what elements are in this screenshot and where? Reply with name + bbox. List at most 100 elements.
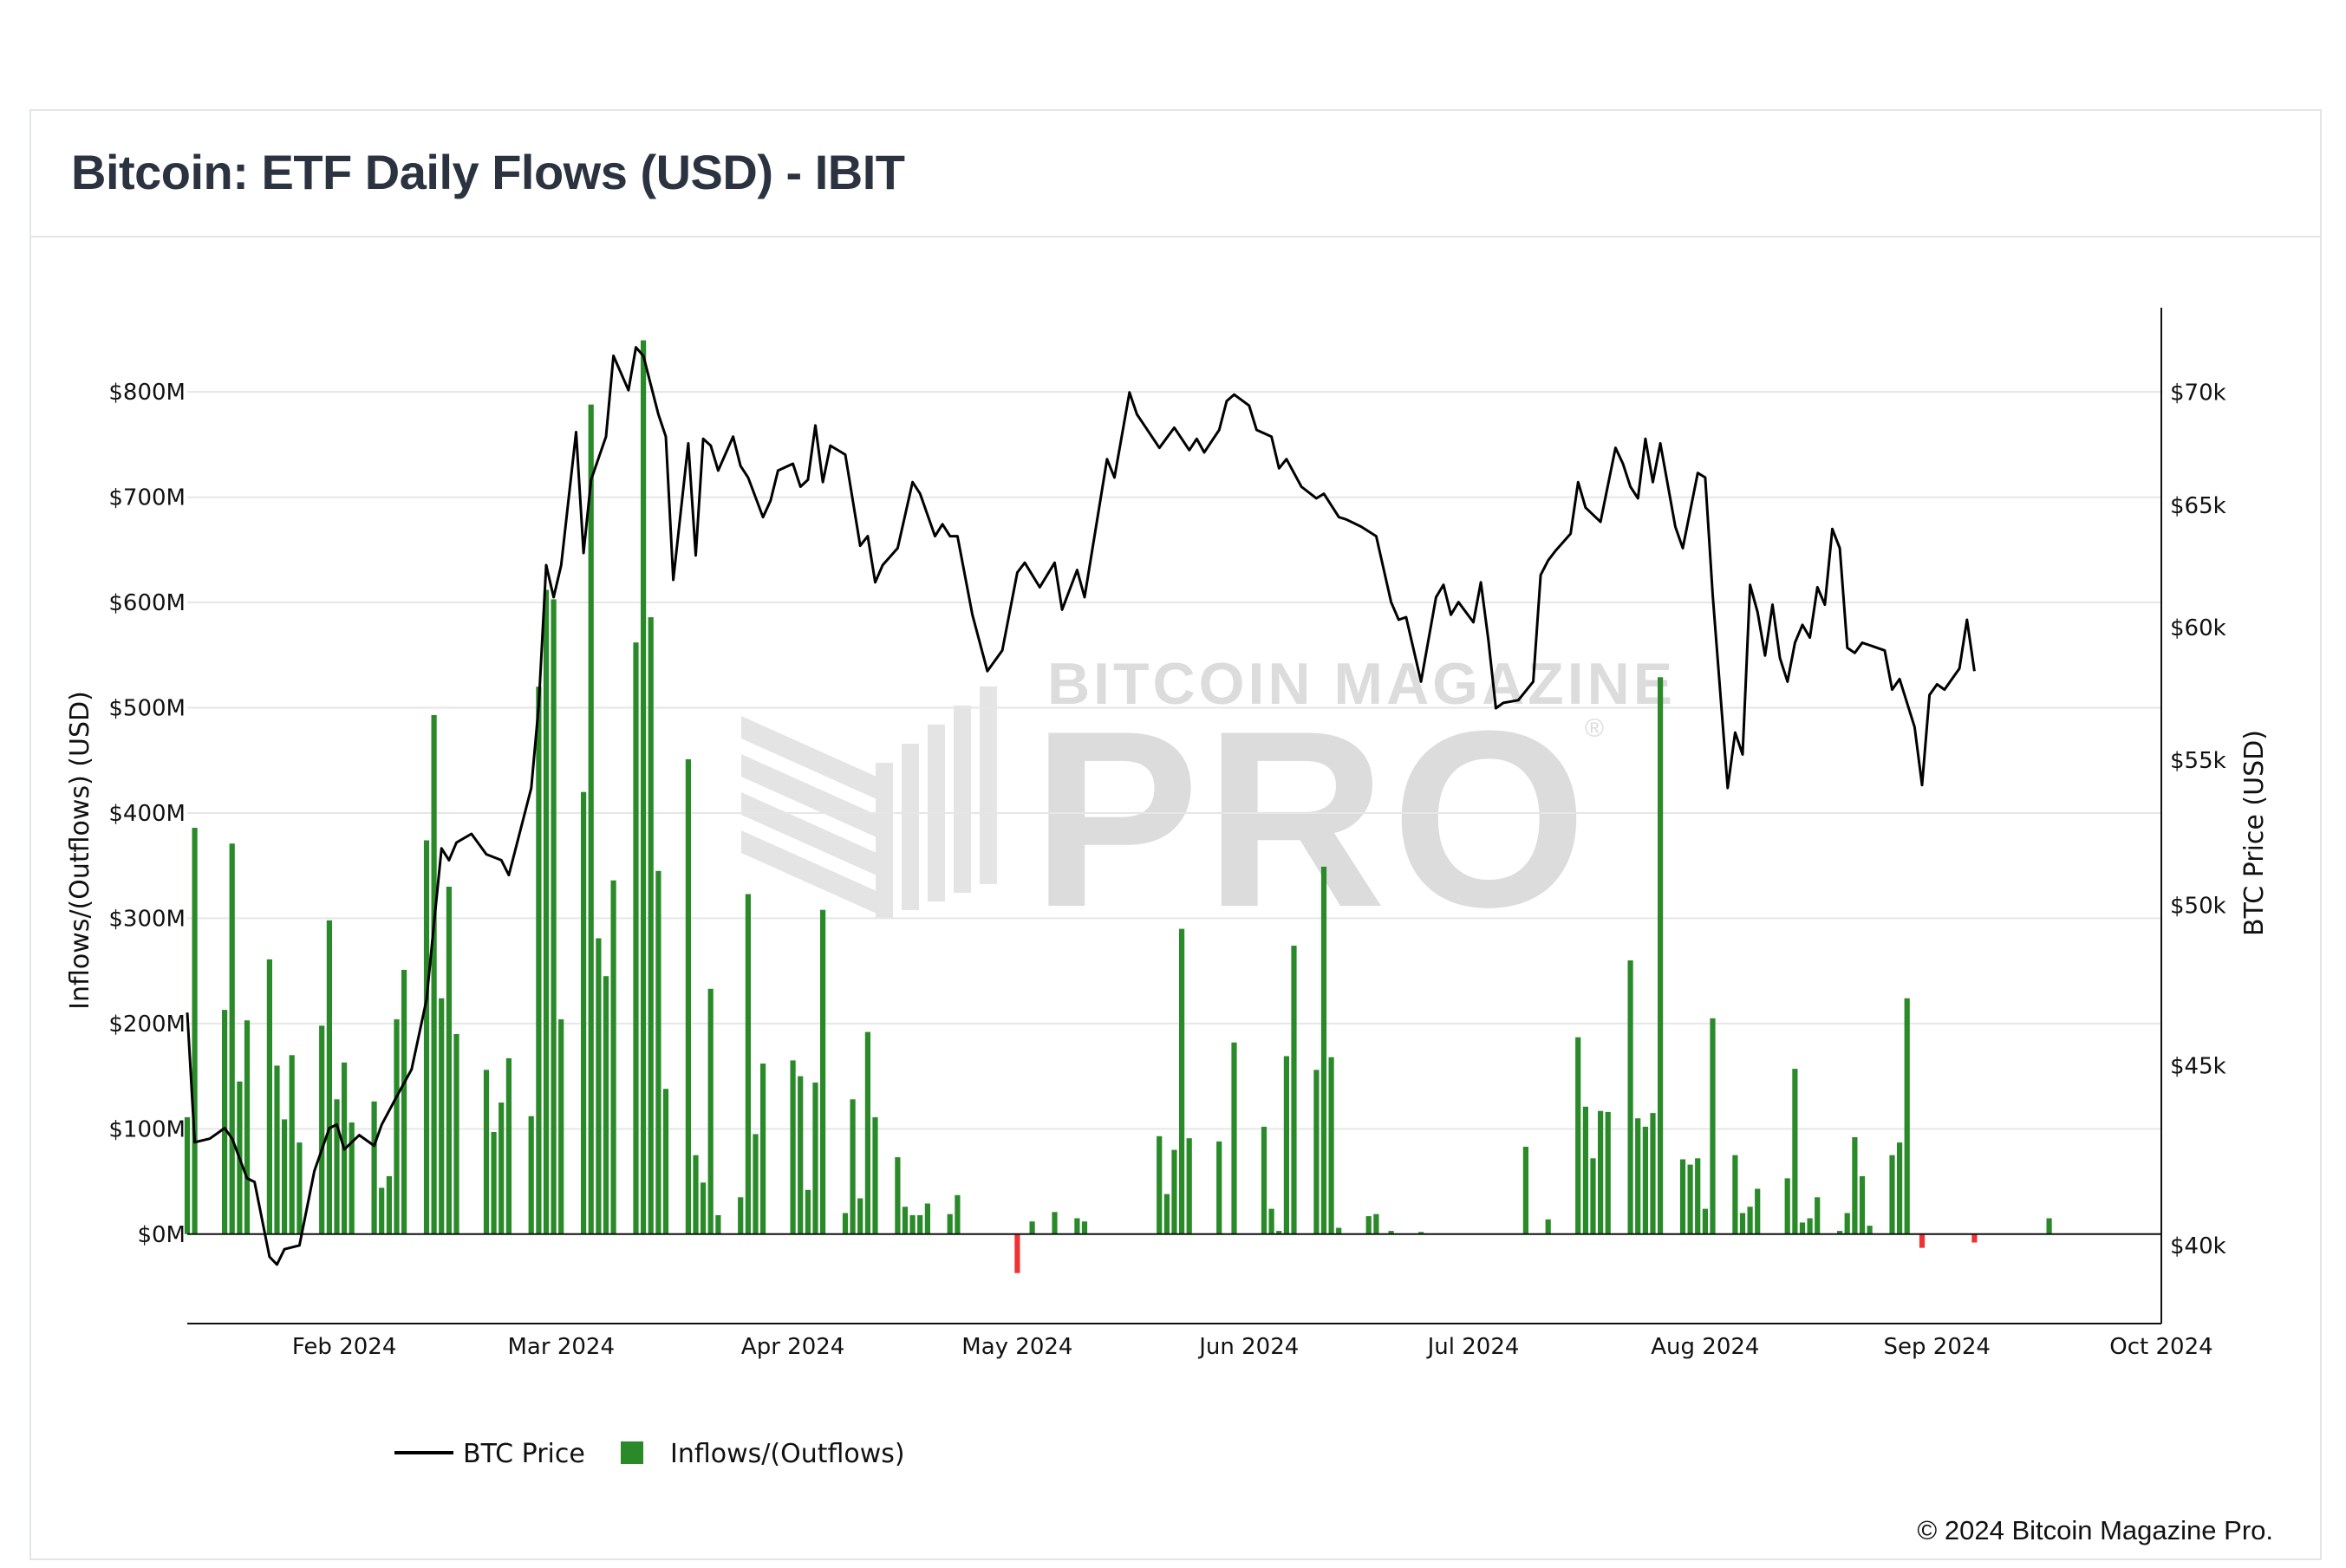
inflow-bar	[1157, 1135, 1163, 1234]
inflow-bar	[1844, 1213, 1850, 1234]
x-tick-label: Mar 2024	[508, 1334, 616, 1360]
x-tick-label: Sep 2024	[1884, 1334, 1991, 1360]
inflow-bar	[1081, 1221, 1088, 1234]
inflow-bar	[1320, 866, 1327, 1234]
inflow-bar	[738, 1197, 744, 1234]
inflow-bar	[1216, 1141, 1222, 1234]
inflow-bar	[633, 642, 639, 1234]
inflow-bar	[334, 1099, 340, 1234]
y-left-tick-label: $800M	[108, 380, 186, 406]
y-right-tick-label: $70k	[2170, 381, 2226, 407]
inflow-bar	[1163, 1194, 1170, 1234]
watermark-stripe	[741, 716, 884, 803]
inflow-bar	[1702, 1208, 1708, 1234]
inflow-bar	[543, 589, 550, 1234]
y-left-tick-label: $100M	[108, 1116, 186, 1142]
y-left-tick-label: $400M	[108, 801, 186, 827]
inflow-bar	[872, 1117, 878, 1234]
y-right-axis-title: BTC Price (USD)	[2239, 730, 2270, 936]
inflow-bar	[423, 840, 430, 1234]
y-right-tick-label: $55k	[2170, 748, 2226, 774]
axes: Feb 2024 Mar 2024 Apr 2024 May 2024 Jun 2024…	[65, 308, 2270, 1360]
inflow-bar	[1807, 1218, 1813, 1234]
inflow-bar	[864, 1031, 870, 1234]
chart-card: Bitcoin: ETF Daily Flows (USD) - IBIT © …	[29, 109, 2322, 1560]
inflow-bar	[528, 1116, 534, 1234]
inflow-bar	[1373, 1213, 1379, 1234]
inflow-bar	[917, 1214, 923, 1234]
inflow-bar	[1598, 1110, 1604, 1234]
inflow-bar	[192, 828, 198, 1234]
legend-bar-swatch	[621, 1441, 643, 1464]
inflow-bar	[1679, 1159, 1686, 1234]
inflow-bar	[693, 1155, 699, 1234]
inflow-bar	[551, 599, 557, 1234]
inflow-bar	[1904, 998, 1910, 1234]
watermark-bar	[980, 686, 997, 884]
inflow-bar	[386, 1176, 392, 1234]
watermark-logo	[741, 686, 997, 919]
y-right-tick-label: $40k	[2170, 1233, 2226, 1259]
inflow-bar	[297, 1142, 303, 1234]
watermark-main-text: PRO	[1032, 679, 1592, 960]
legend-item-flows[interactable]: Inflows/(Outflows)	[621, 1439, 905, 1469]
inflow-bar	[1522, 1147, 1528, 1234]
inflow-bar	[798, 1076, 804, 1234]
inflow-bar	[1710, 1018, 1716, 1234]
y-right-tick-label: $45k	[2170, 1054, 2226, 1080]
inflow-bar	[895, 1157, 901, 1234]
inflow-bar	[431, 715, 437, 1234]
inflow-bar	[1815, 1197, 1821, 1234]
inflow-bar	[229, 843, 235, 1234]
inflow-bar	[1695, 1158, 1701, 1234]
inflow-bar	[1074, 1218, 1080, 1234]
legend-label-btc-price: BTC Price	[463, 1439, 585, 1469]
y-left-axis-title: Inflows/(Outflows) (USD)	[65, 691, 95, 1010]
inflow-bar	[1852, 1137, 1858, 1234]
inflow-bar	[812, 1082, 818, 1234]
inflow-bar	[1635, 1118, 1641, 1234]
outflow-bar	[1919, 1233, 1926, 1248]
inflow-bar	[909, 1214, 916, 1234]
inflow-bar	[1365, 1216, 1372, 1234]
watermark-bar	[902, 744, 919, 910]
inflow-bar	[282, 1119, 288, 1234]
watermark-stripe	[741, 792, 884, 879]
inflow-bar	[1186, 1138, 1192, 1234]
inflow-bar	[753, 1134, 759, 1234]
inflow-bar	[446, 887, 452, 1234]
inflow-bar	[790, 1060, 796, 1234]
inflow-bar	[184, 1117, 191, 1234]
inflow-bar	[1867, 1226, 1873, 1234]
y-left-tick-label: $600M	[108, 590, 186, 616]
inflow-bar	[924, 1203, 930, 1234]
inflow-bar	[581, 791, 587, 1234]
watermark-bar	[876, 763, 893, 919]
inflow-bar	[701, 1182, 707, 1234]
inflow-bar	[1889, 1155, 1895, 1234]
x-tick-label: Oct 2024	[2109, 1334, 2212, 1360]
inflow-bar	[349, 1122, 355, 1234]
legend-item-btc-price[interactable]: BTC Price	[394, 1439, 585, 1469]
y-left-tick-label: $200M	[108, 1012, 186, 1038]
inflow-bar	[805, 1189, 811, 1234]
inflow-bar	[1658, 677, 1664, 1234]
y-right-tick-label: $50k	[2170, 893, 2226, 919]
y-left-tick-label: $700M	[108, 485, 186, 511]
inflow-bar	[1336, 1227, 1342, 1234]
y-left-tick-label: $300M	[108, 906, 186, 932]
inflow-bar	[1291, 946, 1297, 1234]
inflow-bar	[222, 1010, 228, 1234]
inflow-bar	[1739, 1213, 1746, 1234]
grid-lines	[187, 391, 2161, 1130]
inflow-bar	[662, 1089, 669, 1234]
x-tick-label: Jun 2024	[1197, 1334, 1299, 1360]
inflow-bar	[1859, 1176, 1866, 1234]
y-left-tick-label: $0M	[137, 1222, 186, 1248]
inflow-bar	[745, 894, 751, 1234]
inflow-bar	[1171, 1149, 1177, 1234]
inflow-bar	[1052, 1212, 1058, 1234]
copyright-notice: © 2024 Bitcoin Magazine Pro.	[1917, 1515, 2273, 1545]
inflow-bar	[1792, 1069, 1798, 1234]
